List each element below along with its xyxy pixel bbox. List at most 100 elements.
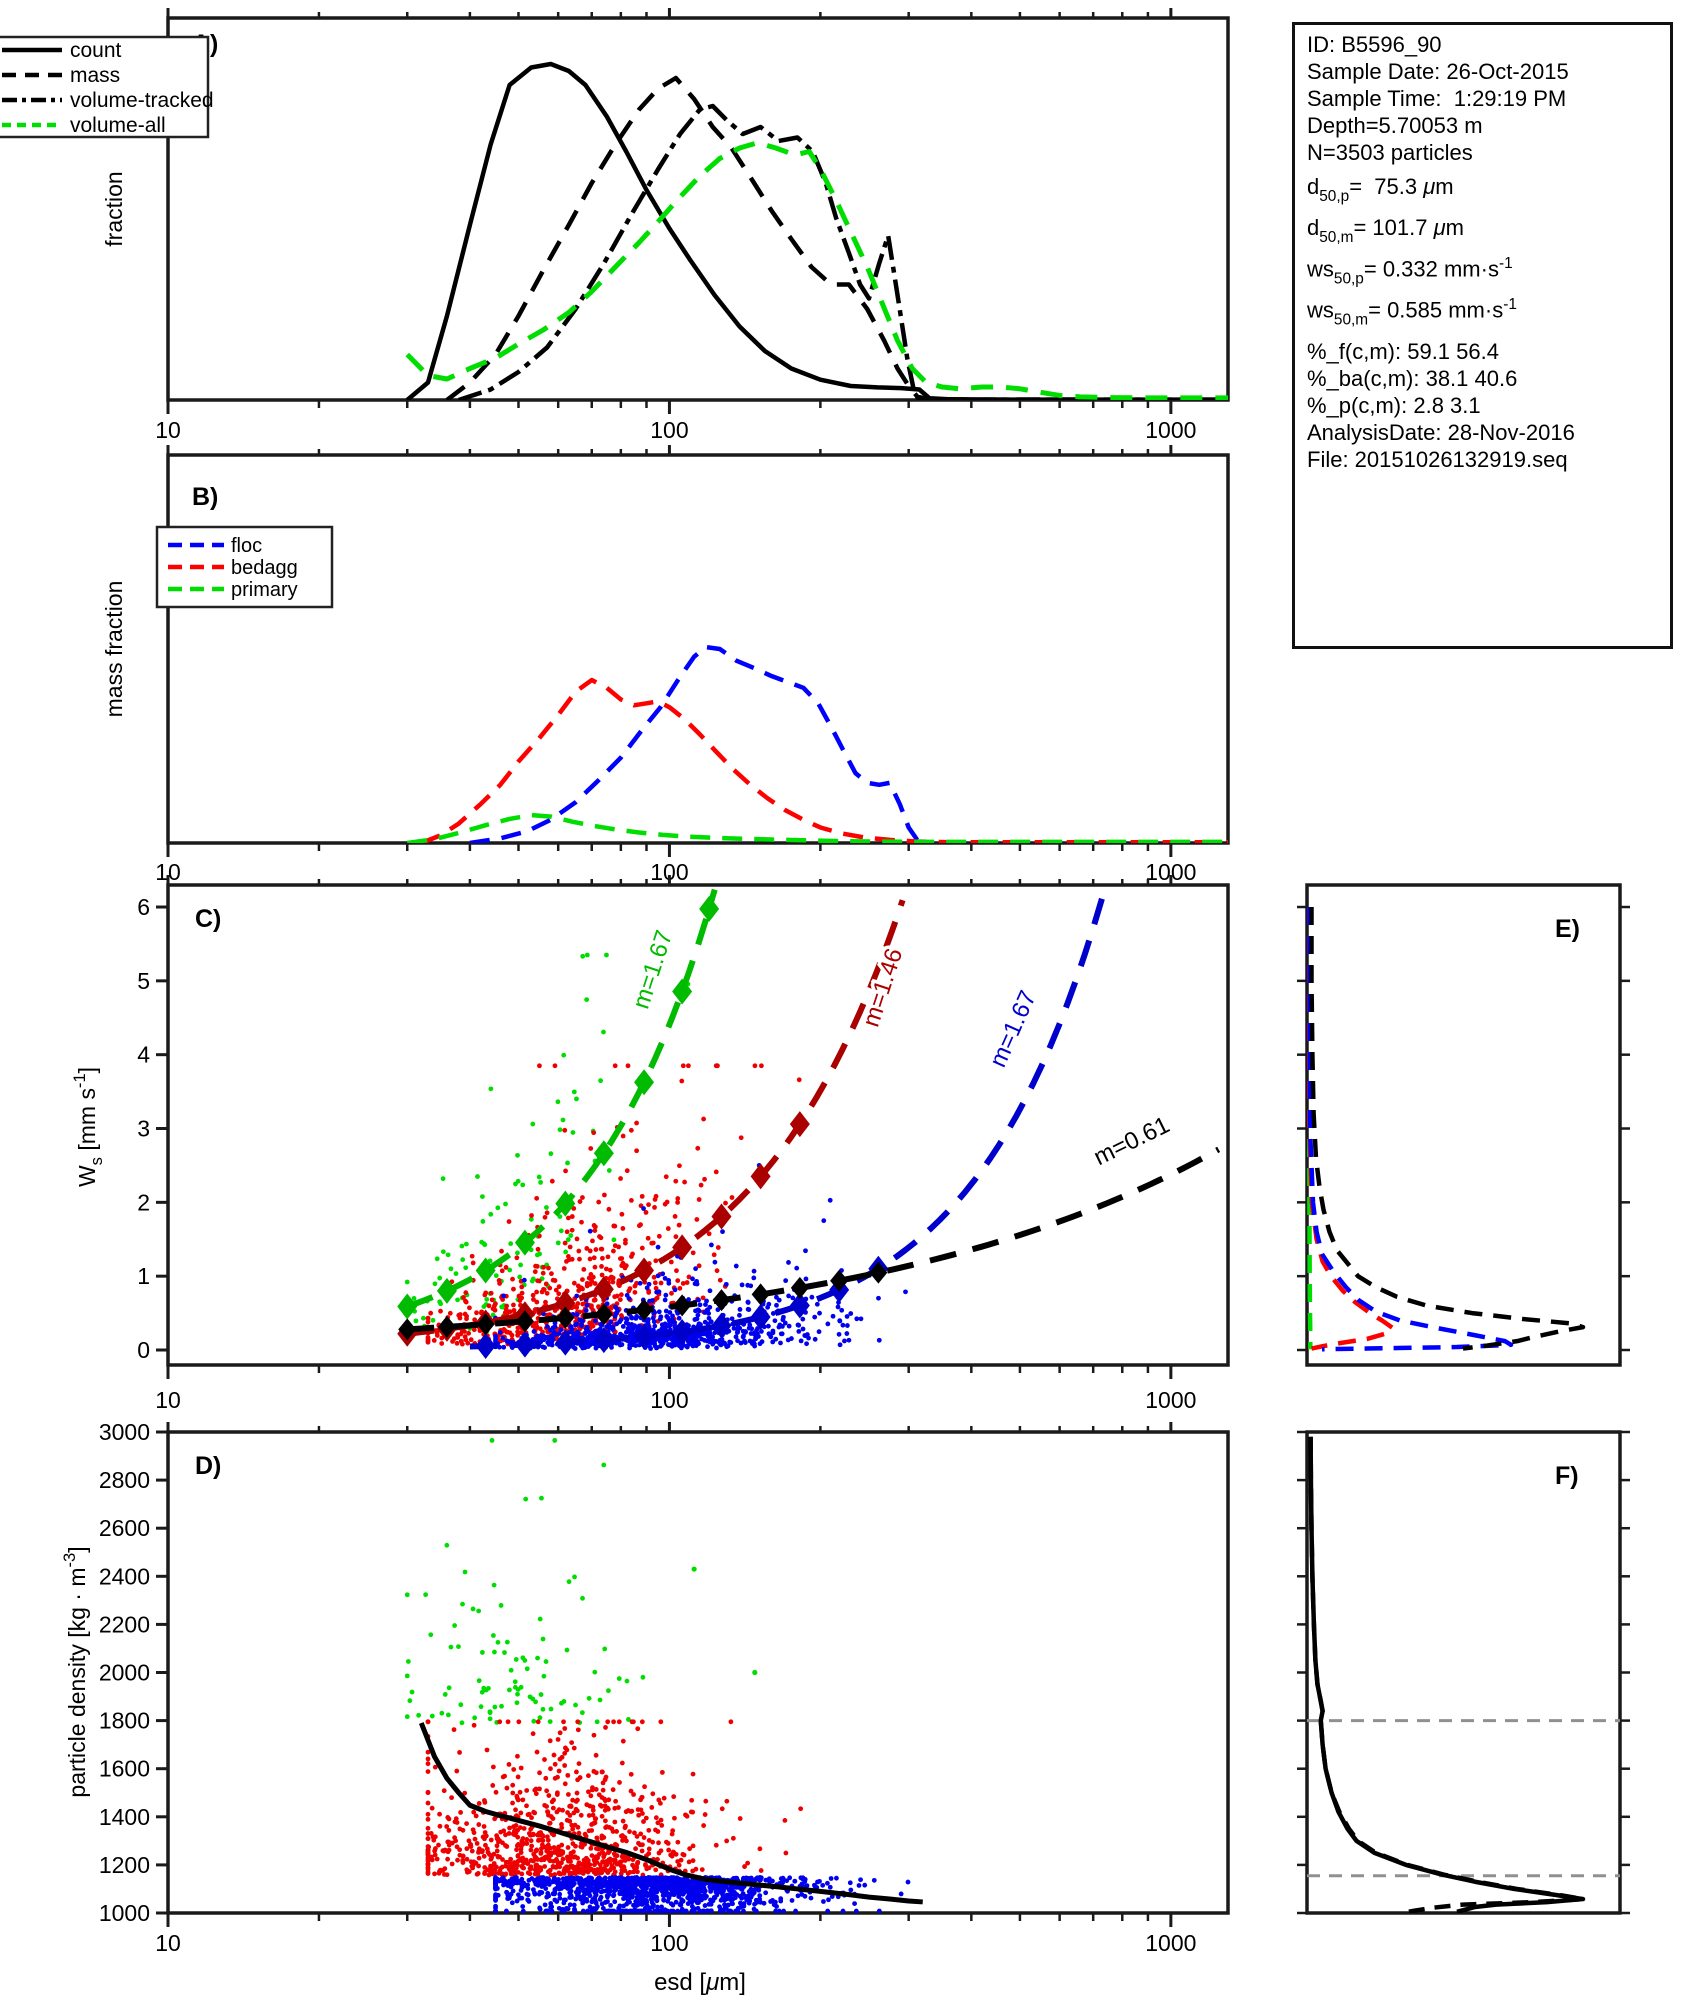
scatter-dot-bedagg [445, 1849, 451, 1855]
scatter-dot-bedagg [524, 1803, 529, 1809]
scatter-dot-floc [669, 1875, 674, 1880]
scatter-dot-bedagg [758, 1868, 764, 1873]
x-tick-label: 10 [155, 1387, 181, 1413]
scatter-dot-floc [653, 1889, 658, 1894]
scatter-dot-floc [812, 1336, 818, 1342]
scatter-dot-floc [550, 1879, 555, 1885]
scatter-dot-bedagg [476, 1863, 482, 1869]
scatter-dot-floc [829, 1894, 835, 1899]
scatter-dot-floc [905, 1879, 911, 1885]
scatter-dot-floc [509, 1882, 514, 1888]
scatter-dot-bedagg [562, 1127, 568, 1133]
scatter-dot-bedagg [425, 1816, 431, 1822]
scatter-dot-primary [601, 1029, 606, 1035]
scatter-dot-bedagg [509, 1332, 515, 1338]
scatter-dot-floc [617, 1342, 623, 1348]
scatter-dot-floc [803, 1248, 808, 1254]
scatter-dot-floc [789, 1336, 794, 1341]
scatter-dot-floc [759, 1329, 764, 1334]
scatter-dot-bedagg [617, 1780, 622, 1785]
scatter-dot-bedagg [460, 1827, 466, 1833]
scatter-dot-bedagg [602, 1818, 608, 1824]
scatter-dot-bedagg [552, 1864, 558, 1870]
scatter-dot-primary [541, 1673, 547, 1679]
scatter-dot-floc [766, 1301, 772, 1307]
scatter-dot-bedagg [464, 1867, 470, 1873]
scatter-dot-bedagg [568, 1803, 574, 1809]
scatter-dot-bedagg [584, 1246, 590, 1251]
scatter-dot-bedagg [619, 1854, 625, 1860]
scatter-dot-primary [506, 1687, 512, 1693]
scatter-dot-bedagg [593, 1787, 599, 1792]
scatter-dot-bedagg [757, 1846, 763, 1852]
scatter-dot-bedagg [543, 1299, 548, 1305]
scatter-dot-bedagg [544, 1788, 550, 1794]
scatter-dot-floc [683, 1908, 689, 1913]
scatter-dot-bedagg [464, 1846, 470, 1852]
scatter-dot-floc [592, 1886, 597, 1891]
panel-e-curves [1307, 907, 1586, 1352]
scatter-dot-primary [543, 1659, 549, 1664]
scatter-dot-floc [626, 1321, 631, 1327]
scatter-dot-primary [475, 1174, 480, 1179]
scatter-dot-floc [782, 1320, 788, 1326]
scatter-dot-bedagg [540, 1838, 546, 1843]
scatter-dot-bedagg [457, 1847, 463, 1853]
scatter-dot-bedagg [486, 1867, 492, 1873]
scatter-dot-bedagg [681, 1852, 687, 1858]
scatter-dot-floc [587, 1342, 593, 1348]
scatter-dot-floc [735, 1338, 740, 1344]
scatter-dot-floc [568, 1888, 574, 1894]
scatter-dot-bedagg [552, 1063, 558, 1069]
scatter-dot-primary [597, 1697, 603, 1703]
series-count [405, 61, 1094, 400]
scatter-dot-bedagg [441, 1872, 447, 1877]
scatter-dot-bedagg [649, 1240, 655, 1246]
scatter-dot-bedagg [742, 1864, 747, 1869]
panel-label-c: C) [195, 905, 221, 933]
scatter-dot-bedagg [446, 1816, 452, 1822]
scatter-dot-bedagg [639, 1193, 645, 1199]
scatter-dot-primary [430, 1317, 436, 1323]
scatter-dot-floc [548, 1904, 554, 1910]
scatter-dot-bedagg [593, 1752, 599, 1758]
scatter-dot-floc [526, 1877, 532, 1883]
scatter-dot-bedagg [590, 1307, 596, 1313]
series-bedagg [420, 677, 1228, 843]
y-label-c: Ws​ [mm s-1​] [70, 1067, 106, 1187]
info-line-4: N=3503 particles [1307, 140, 1473, 166]
info-line-6: d50,m= 101.7 μm [1307, 215, 1464, 247]
scatter-dot-bedagg [545, 1845, 551, 1851]
scatter-dot-bedagg [717, 1277, 723, 1283]
scatter-dot-primary [453, 1271, 459, 1277]
scatter-dot-bedagg [528, 1858, 534, 1863]
scatter-dot-floc [664, 1908, 670, 1913]
fit-diamond-floc [789, 1292, 810, 1319]
scatter-dot-bedagg [605, 1719, 611, 1725]
scatter-dot-floc [537, 1905, 543, 1911]
scatter-dot-bedagg [610, 1279, 616, 1285]
scatter-dot-floc [496, 1878, 502, 1884]
scatter-dot-floc [582, 1331, 588, 1337]
y-tick-label: 1 [137, 1263, 150, 1289]
scatter-dot-primary [470, 1606, 476, 1612]
scatter-dot-primary [442, 1692, 448, 1697]
scatter-dot-bedagg [432, 1852, 438, 1858]
scatter-dot-floc [552, 1324, 558, 1330]
scatter-dot-bedagg [425, 1789, 431, 1795]
scatter-dot-bedagg [524, 1841, 529, 1846]
scatter-dot-bedagg [699, 1867, 705, 1873]
scatter-dot-floc [627, 1342, 633, 1348]
scatter-dot-bedagg [670, 1828, 676, 1834]
scatter-dot-primary [492, 1649, 497, 1655]
scatter-dot-floc [821, 1899, 826, 1904]
scatter-dot-bedagg [661, 1795, 667, 1801]
scatter-dot-floc [757, 1877, 763, 1883]
scatter-dot-bedagg [503, 1265, 509, 1270]
scatter-dot-floc [663, 1337, 669, 1343]
scatter-dot-floc [770, 1311, 776, 1316]
scatter-dot-floc [727, 1339, 733, 1345]
scatter-dot-floc [643, 1897, 649, 1903]
scatter-dot-bedagg [482, 1830, 488, 1835]
panel-frame [166, 1430, 1230, 1915]
